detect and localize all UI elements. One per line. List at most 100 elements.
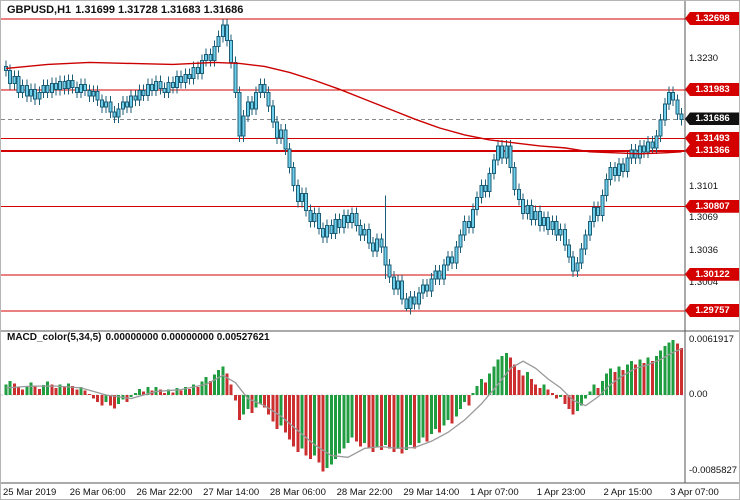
candle-body [183, 73, 188, 83]
macd-histogram-bar [187, 388, 191, 395]
candle-body [487, 173, 492, 193]
level-price-badge: 1.31493 [685, 131, 739, 145]
price-axis-label: 1.3069 [689, 212, 719, 224]
candle-body [650, 141, 655, 149]
macd-axis-max-label: 0.0061917 [689, 333, 734, 345]
macd-histogram-bar [87, 394, 91, 395]
macd-histogram-bar [571, 395, 575, 415]
candle-body [408, 296, 413, 310]
macd-histogram-bar [133, 393, 137, 395]
macd-histogram-bar [613, 371, 617, 395]
candle-body [591, 206, 596, 222]
macd-histogram-bar [529, 378, 533, 395]
candle-body [642, 145, 647, 153]
candle-body [370, 242, 375, 252]
candle-body [95, 90, 100, 101]
candle-body [345, 214, 350, 223]
macd-histogram-bar [638, 359, 642, 395]
candle-body [516, 189, 521, 201]
macd-histogram-bar [471, 393, 475, 395]
candle-body [8, 69, 13, 84]
macd-histogram-bar [575, 395, 579, 412]
macd-histogram-bar [175, 387, 179, 395]
candle-body [124, 101, 129, 108]
macd-signal-line [5, 348, 682, 458]
candle-body [366, 228, 371, 244]
macd-histogram-bar [292, 395, 296, 447]
macd-histogram-bar [42, 385, 46, 395]
candle-body [583, 234, 588, 250]
candle-body [20, 84, 25, 93]
macd-histogram-bar [567, 395, 571, 410]
macd-histogram-bar [467, 395, 471, 406]
macd-histogram-bar [350, 395, 354, 438]
candle-body [283, 129, 288, 150]
time-axis-label: 26 Mar 06:00 [69, 487, 126, 498]
time-axis-label: 29 Mar 14:00 [403, 487, 460, 498]
macd-histogram-bar [546, 389, 550, 395]
candle-body [320, 227, 325, 238]
macd-histogram-bar [496, 359, 500, 395]
candle-body [204, 54, 209, 62]
macd-histogram-bar [62, 386, 66, 395]
candle-body [308, 209, 313, 222]
macd-histogram-bar [329, 395, 333, 465]
macd-histogram-bar [12, 383, 16, 395]
candle-body [304, 193, 309, 211]
macd-histogram-bar [559, 395, 563, 397]
macd-histogram-bar [400, 395, 404, 454]
macd-histogram-bar [79, 386, 83, 395]
macd-histogram-bar [634, 364, 638, 395]
macd-histogram-bar [592, 384, 596, 395]
candle-body [91, 90, 96, 97]
macd-values: 0.00000000 0.00000000 0.00527621 [105, 332, 270, 343]
macd-histogram-bar [542, 384, 546, 395]
time-axis-label: 28 Mar 06:00 [269, 487, 326, 498]
macd-histogram-bar [17, 386, 21, 395]
macd-histogram-bar [233, 395, 237, 401]
candle-body [312, 212, 317, 222]
level-price-badge: 1.30807 [685, 199, 739, 213]
macd-histogram-bar [100, 395, 104, 406]
candle-body [170, 81, 175, 88]
moving-average-line[interactable] [5, 61, 682, 155]
macd-histogram-bar [354, 395, 358, 442]
candle-body [12, 75, 17, 84]
macd-histogram-bar [25, 386, 29, 395]
candle-body [421, 284, 425, 294]
candle-body [521, 199, 526, 214]
macd-histogram-bar [492, 366, 496, 395]
candle-body [466, 220, 471, 228]
candle-body [541, 216, 546, 226]
macd-histogram-bar [92, 395, 96, 399]
candle-body [133, 95, 138, 101]
candle-body [662, 103, 667, 121]
macd-histogram-bar [646, 357, 650, 395]
candle-body [262, 83, 267, 93]
macd-histogram-bar [383, 395, 387, 445]
candle-body [379, 238, 384, 248]
macd-histogram-bar [33, 386, 37, 395]
time-axis-label: 1 Apr 07:00 [470, 487, 519, 498]
candle-body [141, 89, 146, 96]
macd-histogram-bar [417, 395, 421, 444]
macd-histogram-bar [588, 391, 592, 395]
candle-body [504, 145, 509, 159]
candle-body [216, 36, 221, 48]
macd-histogram-bar [250, 395, 254, 413]
macd-histogram-bar [596, 387, 600, 395]
candle-body [533, 210, 538, 220]
macd-histogram-bar [371, 395, 375, 452]
candle-body [625, 157, 630, 173]
candle-body [667, 91, 672, 105]
candle-body [391, 276, 396, 290]
macd-histogram-bar [217, 370, 221, 395]
macd-histogram-bar [621, 370, 625, 395]
candle-body [400, 280, 405, 300]
chart-title: GBPUSD,H1 1.31699 1.31728 1.31683 1.31686 [7, 4, 247, 16]
candle-body [104, 101, 109, 108]
candle-body [250, 101, 255, 110]
candle-body [579, 248, 584, 264]
